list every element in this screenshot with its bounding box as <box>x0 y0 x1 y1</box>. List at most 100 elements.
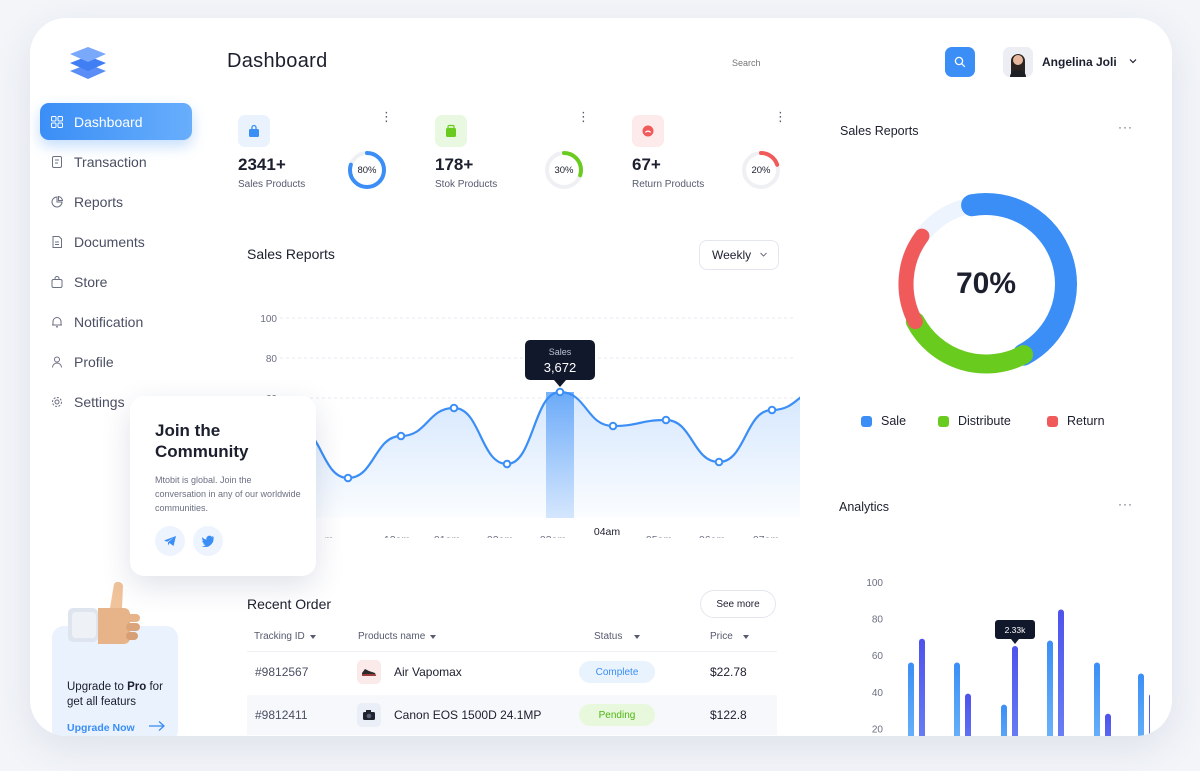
search-icon <box>954 56 966 68</box>
app-window: Dashboard Transaction Reports Documents … <box>30 18 1172 736</box>
sidebar-item-label: Settings <box>74 393 125 410</box>
sales-donut-chart <box>898 193 1077 374</box>
sidebar-item-label: Documents <box>74 233 145 250</box>
search-button[interactable] <box>945 47 975 77</box>
period-select-value: Weekly <box>712 248 752 262</box>
donut-slice-distribute <box>905 312 1034 374</box>
data-point <box>608 421 618 431</box>
sidebar-item-store[interactable]: Store <box>40 263 192 300</box>
more-options-icon[interactable]: ⋮ <box>577 109 590 124</box>
sales-reports-title: Sales Reports <box>247 246 335 262</box>
upgrade-now-link[interactable]: Upgrade Now <box>67 722 135 734</box>
progress-label: 20% <box>751 164 771 176</box>
bar-series-1 <box>1138 673 1144 736</box>
community-title: Join the Community <box>155 421 249 461</box>
data-point <box>502 459 512 469</box>
more-options-icon[interactable]: ··· <box>1118 497 1133 511</box>
sidebar-item-reports[interactable]: Reports <box>40 183 192 220</box>
stat-value: 67+ <box>632 155 661 174</box>
bar-series-2 <box>1149 694 1150 736</box>
y-tick-label: 40 <box>872 688 884 699</box>
avatar[interactable] <box>1003 47 1033 77</box>
donut-slice-sale <box>961 193 1077 366</box>
y-tick-label: 60 <box>872 651 884 662</box>
sidebar-item-profile[interactable]: Profile <box>40 343 192 380</box>
x-tick-label: m <box>325 534 334 538</box>
donut-card-title: Sales Reports <box>840 124 919 138</box>
more-options-icon[interactable]: ⋮ <box>774 109 787 124</box>
grid-icon <box>50 115 64 129</box>
bar-series-2 <box>1105 713 1111 736</box>
progress-ring <box>742 151 780 189</box>
pie-icon <box>50 195 64 209</box>
sidebar-item-label: Dashboard <box>74 113 143 130</box>
analytics-bar-chart: 100 80 60 40 20 2.33k <box>866 578 1150 736</box>
period-select[interactable]: Weekly <box>699 240 779 270</box>
community-text: Mtobit is global. Join the conversation … <box>155 475 301 513</box>
sales-line-chart: 1008060m12am01am02am03am04am05am06am07am… <box>260 314 800 538</box>
community-card: Join the Community Mtobit is global. Joi… <box>130 396 316 576</box>
box-icon <box>435 115 467 147</box>
twitter-icon <box>201 535 214 547</box>
shoe-icon <box>357 660 381 684</box>
stat-label: Return Products <box>632 179 705 190</box>
chevron-down-icon <box>760 252 767 257</box>
sidebar-item-dashboard[interactable]: Dashboard <box>40 103 192 140</box>
arrow-right-icon[interactable] <box>148 720 166 732</box>
area-fill <box>295 392 800 518</box>
bar-series-1 <box>908 662 914 736</box>
tooltip-value: 2.33k <box>1005 625 1027 635</box>
stat-card-stock: ⋮ 178+ Stok Products 30% <box>435 109 615 205</box>
gear-icon <box>50 395 64 409</box>
stat-value: 2341+ <box>238 155 286 174</box>
receipt-icon <box>50 155 64 169</box>
see-more-button[interactable]: See more <box>700 590 776 618</box>
tooltip-arrow <box>554 380 566 387</box>
sidebar-item-settings[interactable]: Settings <box>40 383 192 420</box>
donut-slice-return <box>898 228 930 330</box>
sidebar-item-label: Notification <box>74 313 144 330</box>
y-tick-label: 80 <box>872 615 884 626</box>
ring-progress <box>545 151 583 189</box>
sidebar-item-documents[interactable]: Documents <box>40 223 192 260</box>
column-header-status[interactable]: Status <box>594 631 641 642</box>
logo-icon <box>70 47 106 79</box>
tooltip-box <box>995 620 1035 640</box>
user-name[interactable]: Angelina Joli <box>1042 55 1117 69</box>
bar-series-2 <box>919 638 925 736</box>
price: $22.78 <box>710 665 747 679</box>
product-name: Air Vapomax <box>394 665 462 679</box>
sort-icon <box>634 634 641 639</box>
stat-card-sales: ⋮ 2341+ Sales Products 80% <box>238 109 418 205</box>
bar-series-1 <box>1047 640 1053 736</box>
x-tick-label: 05am <box>646 534 673 538</box>
x-tick-label: 12am <box>384 534 411 538</box>
table-row[interactable]: #9812411 Canon EOS 1500D 24.1MP Pending … <box>247 695 777 735</box>
bag-icon <box>238 115 270 147</box>
x-tick-label: 03am <box>540 534 567 538</box>
chevron-down-icon[interactable] <box>1128 56 1138 66</box>
status-badge: Pending <box>579 704 655 726</box>
column-header-tracking-id[interactable]: Tracking ID <box>254 631 316 642</box>
more-options-icon[interactable]: ··· <box>1118 120 1133 134</box>
telegram-button[interactable] <box>155 526 185 556</box>
search-input[interactable] <box>732 54 932 72</box>
bell-icon <box>50 315 64 329</box>
tooltip-value: 3,672 <box>544 360 577 375</box>
more-options-icon[interactable]: ⋮ <box>380 109 393 124</box>
orders-table-header: Tracking ID Products name Status Price <box>247 622 777 652</box>
sidebar-nav: Dashboard Transaction Reports Documents … <box>40 103 192 423</box>
tracking-id: #9812411 <box>255 708 308 722</box>
recent-order-title: Recent Order <box>247 596 332 612</box>
table-row[interactable]: #9812567 Air Vapomax Complete $22.78 <box>247 652 777 692</box>
sidebar-item-notification[interactable]: Notification <box>40 303 192 340</box>
camera-icon <box>357 703 381 727</box>
stat-label: Stok Products <box>435 179 498 190</box>
sidebar-item-transaction[interactable]: Transaction <box>40 143 192 180</box>
column-header-price[interactable]: Price <box>710 631 749 642</box>
stat-label: Sales Products <box>238 179 306 190</box>
stat-card-return: ⋮ 67+ Return Products 20% <box>632 109 812 205</box>
twitter-button[interactable] <box>193 526 223 556</box>
column-header-products-name[interactable]: Products name <box>358 631 437 642</box>
sidebar-item-label: Transaction <box>74 153 147 170</box>
